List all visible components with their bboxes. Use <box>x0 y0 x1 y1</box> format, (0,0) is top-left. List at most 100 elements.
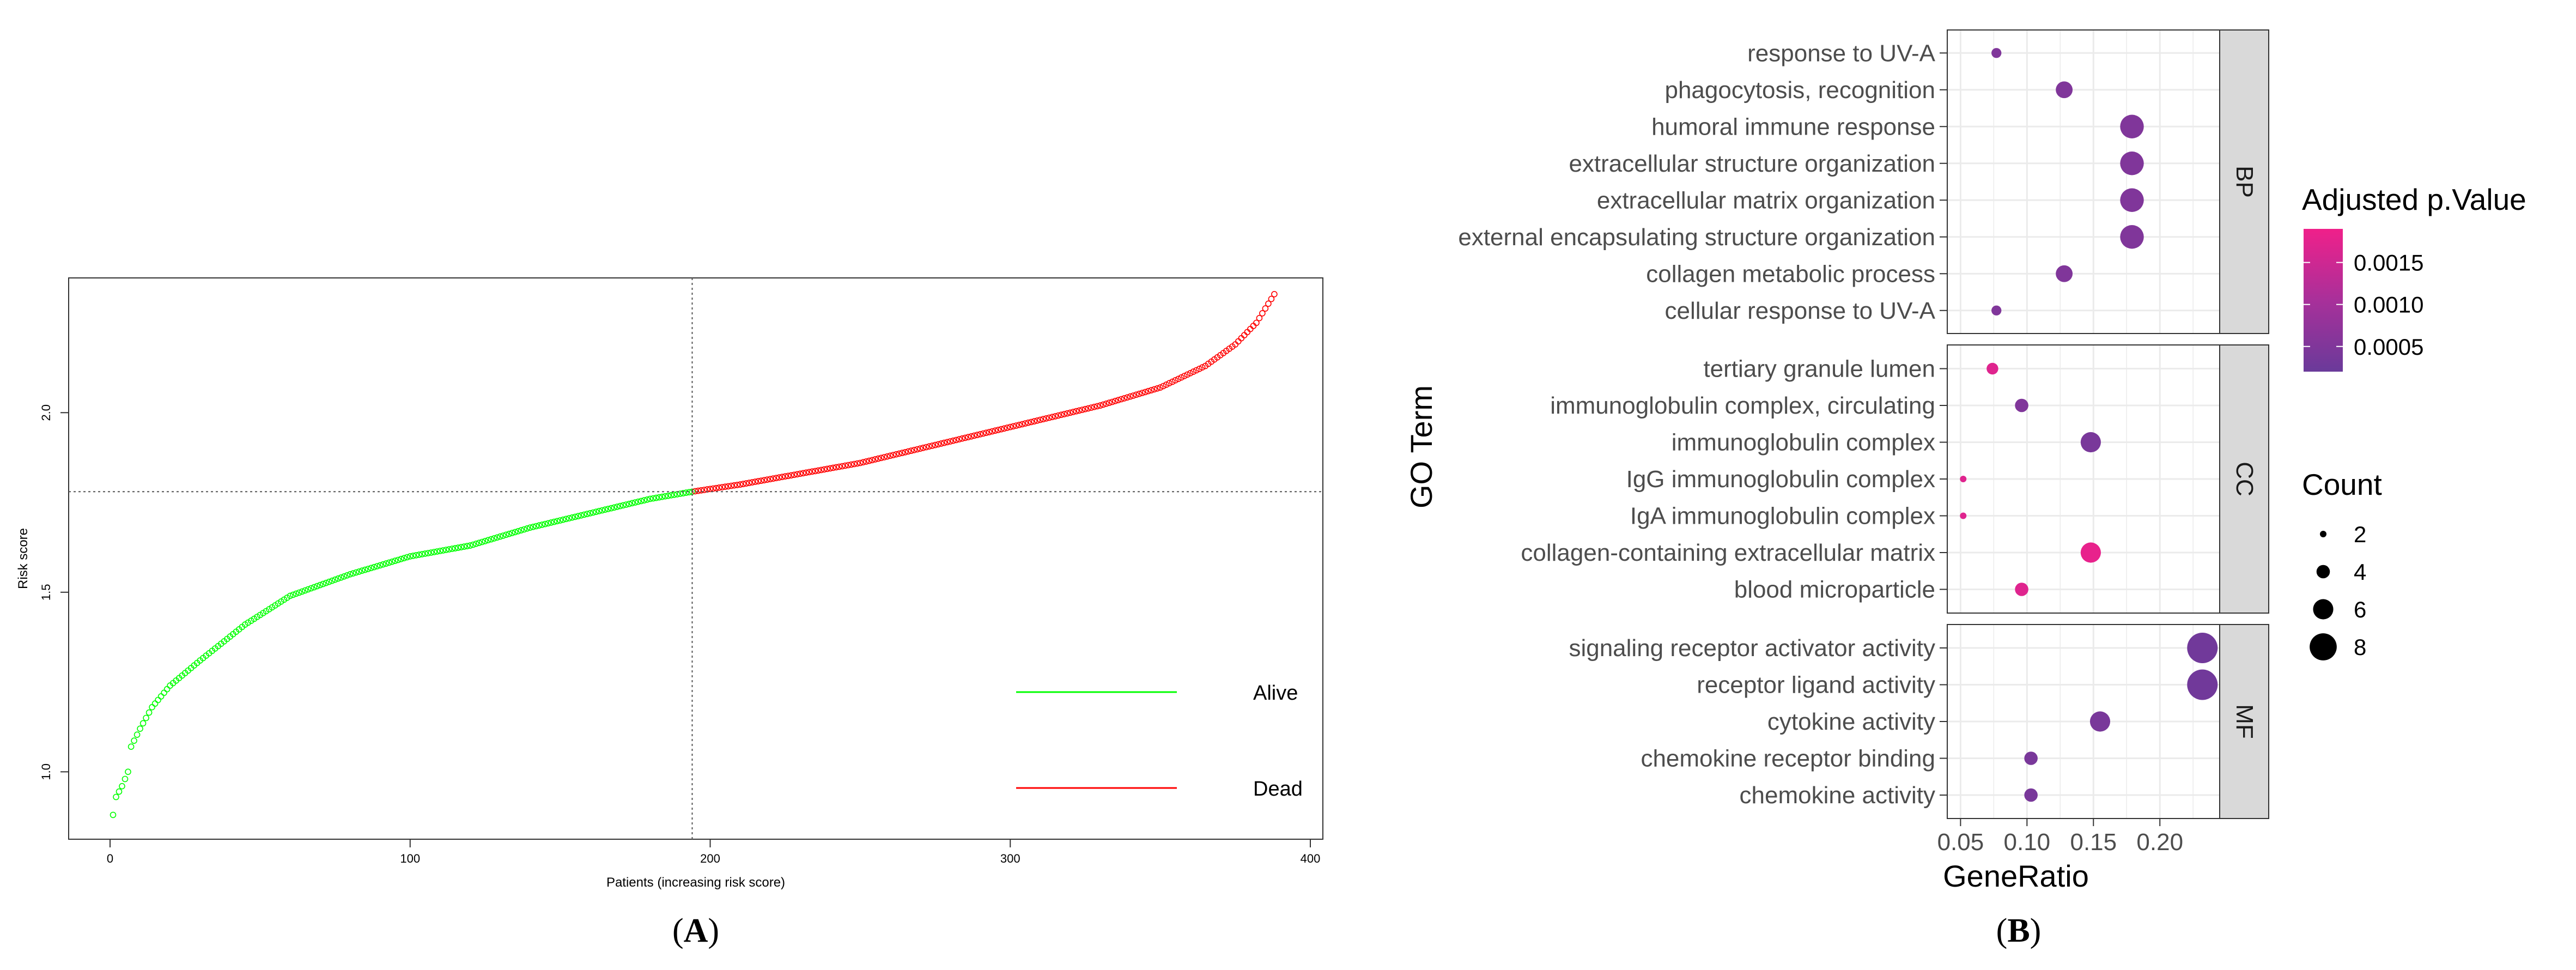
alive-point <box>299 588 306 595</box>
term-dot <box>1960 476 1967 482</box>
x-tick-label: 0.15 <box>2070 829 2117 856</box>
dead-point <box>998 426 1005 433</box>
alive-point <box>575 513 581 519</box>
dead-point <box>1079 407 1086 413</box>
alive-point <box>491 535 497 542</box>
term-dot <box>1986 362 1998 375</box>
size-legend-dot <box>2310 633 2337 660</box>
alive-point <box>527 524 533 531</box>
dead-point <box>716 484 722 491</box>
dead-point <box>1193 367 1200 374</box>
dead-point <box>1139 390 1146 396</box>
dead-point <box>959 435 965 442</box>
alive-point <box>133 731 141 738</box>
dead-point <box>827 465 834 472</box>
alive-point <box>587 510 593 517</box>
alive-point <box>308 585 314 592</box>
dead-point <box>845 462 852 469</box>
facet-panels: BP response to UV-A phagocytosis, recognit… <box>1458 29 2269 819</box>
dead-point <box>788 472 794 479</box>
x-axis-label-a: Patients (increasing risk score) <box>606 875 785 890</box>
term-dot <box>1991 305 2002 316</box>
panel-letter-b: B <box>2007 912 2030 949</box>
alive-point <box>518 527 525 534</box>
x-axis-label-b: GeneRatio <box>1943 859 2089 893</box>
term-dot <box>1960 512 1967 519</box>
alive-point <box>557 517 563 524</box>
alive-point <box>338 574 344 581</box>
dead-point <box>920 444 927 451</box>
dead-point <box>1121 395 1128 402</box>
alive-point <box>539 522 545 528</box>
dead-point <box>1037 416 1044 423</box>
dead-point <box>1154 385 1161 392</box>
alive-point <box>332 576 338 583</box>
dead-point <box>1151 386 1158 393</box>
dead-point <box>896 450 903 457</box>
alive-point <box>131 737 137 744</box>
x-tick-label: 0.10 <box>2004 829 2051 856</box>
dead-point <box>707 486 714 493</box>
alive-point <box>617 502 624 510</box>
dead-point <box>995 427 1001 433</box>
term-label: extracellular matrix organization <box>1597 187 1935 214</box>
alive-point <box>127 743 135 750</box>
dead-point <box>1235 338 1242 345</box>
dead-point <box>758 477 764 484</box>
dead-point <box>899 450 906 456</box>
dead-point <box>779 474 786 481</box>
dead-point <box>1088 404 1095 411</box>
dead-point <box>1001 425 1007 432</box>
alive-point <box>629 500 636 507</box>
dead-point <box>857 459 864 466</box>
alive-point <box>584 511 591 517</box>
alive-point <box>302 587 308 594</box>
dead-point <box>1118 396 1125 403</box>
size-legend-label: 6 <box>2354 597 2366 622</box>
dead-point <box>992 427 999 434</box>
color-legend-title: Adjusted p.Value <box>2302 183 2526 216</box>
term-label: collagen metabolic process <box>1646 260 1935 287</box>
dead-point <box>863 458 870 465</box>
alive-point <box>533 523 539 530</box>
dead-point <box>1043 415 1050 422</box>
alive-point <box>353 569 360 576</box>
dead-point <box>854 460 861 467</box>
dead-point <box>893 451 900 458</box>
term-dot <box>2080 542 2101 563</box>
dead-point <box>725 483 732 490</box>
x-tick-label: 400 <box>1301 852 1321 865</box>
dead-point <box>1160 383 1167 390</box>
dead-point <box>701 487 708 493</box>
dead-point <box>1163 381 1170 388</box>
alive-point <box>677 490 684 497</box>
dead-point <box>1130 392 1137 399</box>
dead-point <box>1265 300 1272 307</box>
dead-point <box>1022 420 1029 427</box>
alive-point <box>416 551 423 558</box>
alive-point <box>521 526 527 533</box>
facet-cc: CC tertiary granule lumen immunoglobulin c… <box>1521 344 2269 614</box>
dead-point <box>869 457 876 464</box>
alive-point <box>347 571 354 578</box>
alive-point <box>635 498 642 505</box>
alive-point <box>503 531 509 538</box>
color-legend: Adjusted p.Value 0.0015 0.0010 0.0005 <box>2302 183 2526 372</box>
dead-point <box>740 481 746 487</box>
dead-point <box>1190 368 1196 375</box>
dead-point <box>1256 314 1263 322</box>
alive-point <box>110 811 117 819</box>
facet-strip-label: CC <box>2231 462 2258 496</box>
alive-point <box>572 513 579 520</box>
dead-point <box>1040 416 1047 422</box>
term-label: chemokine activity <box>1740 782 1935 809</box>
alive-point <box>400 555 408 561</box>
alive-point <box>422 550 429 557</box>
alive-point <box>139 720 147 727</box>
dead-point <box>1100 401 1107 408</box>
term-label: response to UV-A <box>1747 40 1935 66</box>
alive-point <box>614 504 621 510</box>
alive-point <box>656 494 663 501</box>
term-label: humoral immune response <box>1651 113 1935 140</box>
dead-point <box>1187 369 1194 377</box>
